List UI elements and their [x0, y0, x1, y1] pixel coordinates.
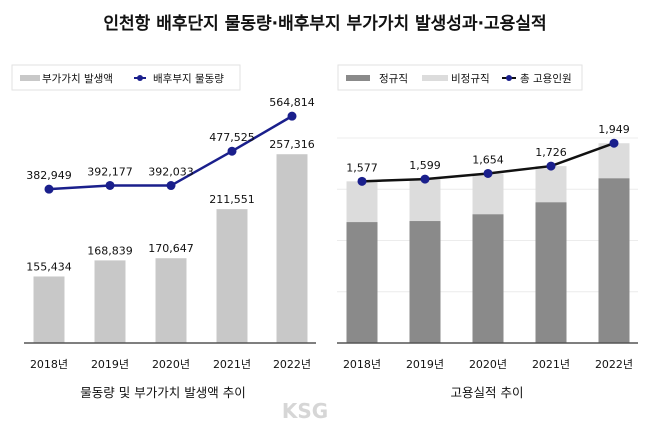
left-chart-title: 물동량 및 부가가치 발생액 추이 [80, 385, 245, 400]
line-point [357, 176, 367, 186]
line-point [546, 161, 556, 171]
bar-regular [346, 222, 378, 343]
figure-title: 인천항 배후단지 물동량·배후부지 부가가치 발생성과·고용실적 [103, 13, 546, 34]
x-tick-label: 2020년 [469, 358, 507, 371]
bar-data-label: 170,647 [148, 242, 194, 255]
bar-data-label: 155,434 [26, 260, 72, 273]
bar-nonregular [472, 173, 504, 215]
x-tick-label: 2022년 [595, 358, 633, 371]
bar-nonregular [598, 143, 630, 179]
legend-marker [506, 75, 512, 81]
legend-label: 총 고용인원 [520, 73, 572, 85]
right-legend: 정규직 비정규직 총 고용인원 [337, 64, 583, 91]
line-point [609, 138, 619, 148]
bar-regular [535, 202, 567, 343]
bar-nonregular [409, 179, 441, 222]
x-tick-label: 2018년 [343, 358, 381, 371]
legend-marker [137, 75, 143, 81]
bar-value-added [33, 276, 65, 343]
line-point [166, 181, 176, 191]
bar-value-added [216, 209, 248, 343]
x-tick-label: 2018년 [30, 358, 68, 371]
x-tick-label: 2020년 [152, 358, 190, 371]
line-point [287, 111, 297, 121]
bar-data-label: 168,839 [87, 244, 133, 257]
legend-swatch-bar [20, 75, 40, 81]
bar-nonregular [346, 181, 378, 223]
bar-regular [472, 214, 504, 343]
line-point [420, 174, 430, 184]
bar-value-added [276, 154, 308, 343]
line-data-label: 564,814 [269, 96, 315, 109]
legend-label: 배후부지 물동량 [153, 73, 224, 85]
left-legend: 부가가치 발생액 배후부지 물동량 [11, 64, 241, 91]
line-data-label: 382,949 [26, 169, 72, 182]
line-data-label: 1,599 [409, 159, 441, 172]
x-tick-label: 2019년 [91, 358, 129, 371]
bar-value-added [94, 260, 126, 343]
x-tick-label: 2021년 [213, 358, 251, 371]
legend-label: 비정규직 [451, 73, 490, 85]
x-tick-label: 2019년 [406, 358, 444, 371]
watermark-logo: KSG [282, 399, 328, 423]
line-data-label: 1,726 [535, 146, 567, 159]
legend-label: 정규직 [379, 73, 408, 85]
x-tick-label: 2022년 [273, 358, 311, 371]
line-data-label: 392,177 [87, 165, 133, 178]
legend-label: 부가가치 발생액 [42, 73, 113, 85]
line-point [483, 168, 493, 178]
line-data-label: 1,949 [598, 123, 630, 136]
line-data-label: 392,033 [148, 166, 194, 179]
line-point [227, 146, 237, 156]
bar-data-label: 211,551 [209, 193, 255, 206]
left-plot: 155,434 168,839 170,647 211,551 257,316 382,9… [24, 96, 316, 371]
legend-swatch-nonregular [422, 75, 448, 81]
right-chart-title: 고용실적 추이 [451, 385, 524, 400]
bar-regular [409, 221, 441, 343]
bar-value-added [155, 258, 187, 343]
bar-regular [598, 178, 630, 343]
bar-data-label: 257,316 [269, 138, 315, 151]
line-data-label: 1,577 [346, 161, 378, 174]
x-tick-label: 2021년 [532, 358, 570, 371]
line-point [105, 180, 115, 190]
legend-swatch-regular [346, 75, 370, 81]
line-point [44, 184, 54, 194]
right-plot: 1,577 1,599 1,654 1,726 1,949 2018년 2019년 2020년… [337, 123, 638, 371]
line-data-label: 1,654 [472, 153, 504, 166]
line-data-label: 477,525 [209, 131, 255, 144]
bar-nonregular [535, 166, 567, 203]
